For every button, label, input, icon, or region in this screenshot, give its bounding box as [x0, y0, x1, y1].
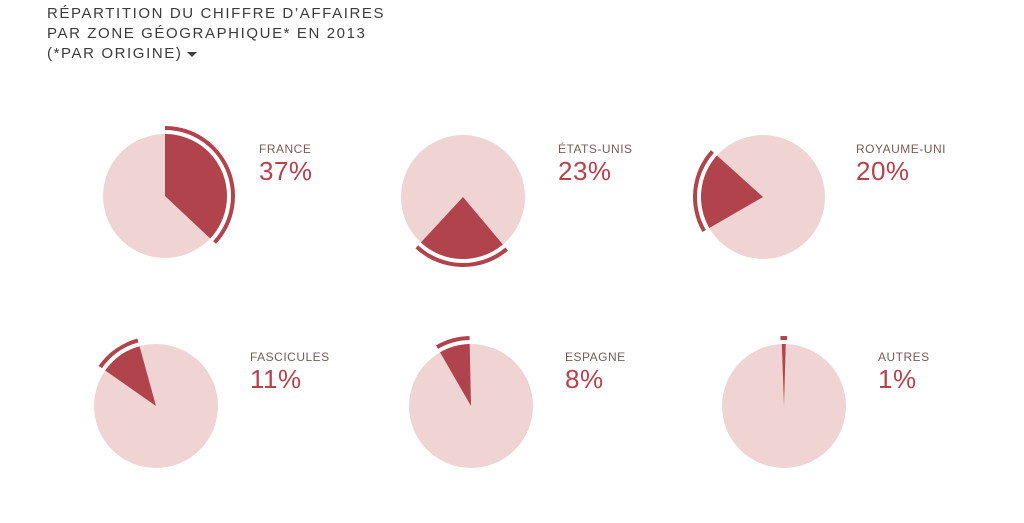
pie-highlight-ring-autres	[780, 336, 788, 341]
pie-label-royaume-uni: ROYAUME-UNI	[856, 142, 946, 156]
pie-slice-etats-unis[interactable]	[420, 197, 503, 259]
pie-highlight-ring-etats-unis	[415, 245, 508, 267]
chart-title: RÉPARTITION DU CHIFFRE D’AFFAIRES PAR ZO…	[47, 4, 385, 64]
title-line-3: (*PAR ORIGINE)	[47, 45, 183, 62]
pie-slice-autres[interactable]	[781, 344, 786, 406]
title-line-1: RÉPARTITION DU CHIFFRE D’AFFAIRES	[47, 5, 386, 22]
pie-value-autres: 1%	[878, 364, 917, 394]
pie-slice-royaume-uni[interactable]	[701, 155, 763, 228]
pie-slice-espagne[interactable]	[440, 344, 471, 406]
pie-label-autres: AUTRES	[878, 350, 930, 364]
pie-label-france: FRANCE	[259, 142, 312, 156]
pie-label-espagne: ESPAGNE	[565, 350, 626, 364]
pie-value-royaume-uni: 20%	[856, 156, 910, 186]
pie-highlight-ring-espagne	[436, 336, 470, 349]
caret-down-icon[interactable]	[187, 51, 198, 57]
pie-label-fascicules: FASCICULES	[250, 350, 330, 364]
pie-slice-france[interactable]	[165, 134, 227, 239]
pie-highlight-ring-fascicules	[98, 338, 139, 369]
pie-value-france: 37%	[259, 156, 313, 186]
title-line-2: PAR ZONE GÉOGRAPHIQUE* EN 2013	[47, 25, 367, 42]
pie-highlight-ring-france	[165, 126, 235, 244]
pie-label-etats-unis: ÉTATS-UNIS	[558, 142, 633, 156]
pie-slice-fascicules[interactable]	[105, 346, 156, 406]
pie-value-espagne: 8%	[565, 364, 604, 394]
origin-dropdown[interactable]: (*PAR ORIGINE)	[47, 44, 385, 64]
pie-value-etats-unis: 23%	[558, 156, 612, 186]
pie-value-fascicules: 11%	[250, 364, 302, 394]
pie-highlight-ring-royaume-uni	[693, 150, 714, 232]
